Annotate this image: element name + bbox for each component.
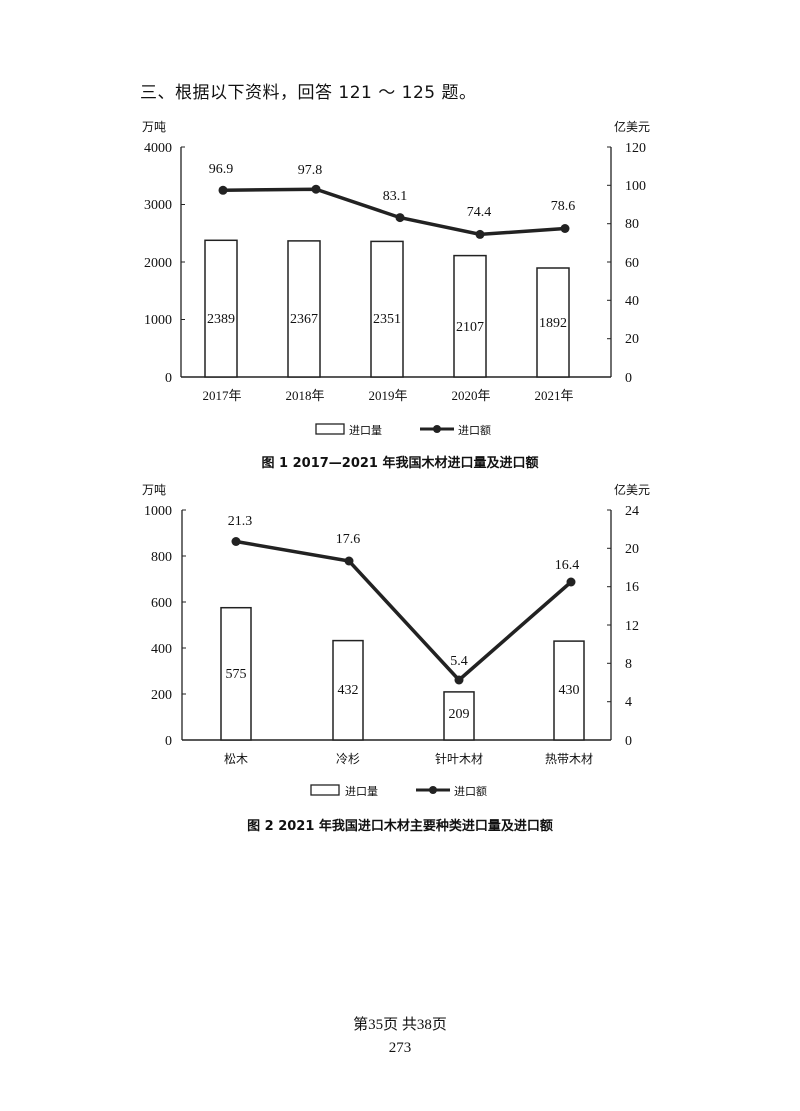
figure2-left-unit: 万吨	[142, 483, 166, 497]
svg-text:4: 4	[625, 695, 632, 710]
svg-text:209: 209	[449, 707, 470, 722]
svg-text:20: 20	[625, 542, 639, 557]
figure2-x-labels: 松木 冷杉 针叶木材 热带木材	[224, 751, 593, 766]
svg-text:200: 200	[151, 688, 172, 703]
svg-text:2389: 2389	[207, 312, 235, 327]
svg-text:20: 20	[625, 332, 639, 347]
svg-text:17.6: 17.6	[336, 532, 361, 547]
svg-text:2020年: 2020年	[451, 388, 490, 403]
figure2-left-ticks: 0 200 400 600 800 1000	[144, 504, 186, 749]
svg-text:2000: 2000	[144, 256, 172, 271]
figure1-x-labels: 2017年 2018年 2019年 2020年 2021年	[202, 388, 573, 403]
figure1-left-ticks: 0 1000 2000 3000 4000	[144, 141, 185, 386]
svg-text:2018年: 2018年	[285, 388, 324, 403]
svg-text:2351: 2351	[373, 312, 401, 327]
svg-text:3000: 3000	[144, 198, 172, 213]
bar-2019	[370, 240, 404, 378]
svg-text:74.4: 74.4	[467, 205, 492, 220]
figure2-bars	[220, 606, 585, 741]
figure1-line-markers	[218, 184, 570, 239]
legend-line-label: 进口额	[454, 785, 487, 798]
svg-text:4000: 4000	[144, 141, 172, 156]
svg-text:78.6: 78.6	[551, 199, 576, 214]
legend-line-label: 进口额	[458, 424, 491, 437]
svg-text:80: 80	[625, 217, 639, 232]
svg-text:575: 575	[226, 667, 247, 682]
legend-bar-swatch	[310, 784, 340, 796]
figure1-line-labels: 96.9 97.8 83.1 74.4 78.6	[209, 162, 576, 220]
svg-text:1892: 1892	[539, 316, 567, 331]
svg-text:40: 40	[625, 294, 639, 309]
svg-text:0: 0	[165, 734, 172, 749]
svg-text:0: 0	[625, 371, 632, 386]
figure2-right-ticks: 0 4 8 12 16 20 24	[607, 504, 639, 749]
bar-2018	[287, 240, 321, 378]
svg-text:2019年: 2019年	[368, 388, 407, 403]
svg-text:60: 60	[625, 256, 639, 271]
svg-text:97.8: 97.8	[298, 163, 323, 178]
bar-2021	[536, 267, 570, 378]
svg-text:1000: 1000	[144, 313, 172, 328]
svg-text:0: 0	[625, 734, 632, 749]
bar-conifer	[443, 691, 475, 741]
svg-text:5.4: 5.4	[450, 654, 468, 669]
svg-text:冷杉: 冷杉	[336, 752, 360, 766]
bar-tropical	[553, 640, 585, 741]
svg-text:800: 800	[151, 550, 172, 565]
svg-text:430: 430	[559, 683, 580, 698]
figure2-line-markers	[231, 537, 576, 685]
legend-bar-label: 进口量	[345, 785, 378, 798]
svg-text:2107: 2107	[456, 320, 484, 335]
legend-bar-label: 进口量	[349, 424, 382, 437]
figure1-chart: 万吨 亿美元 0 1000 2000 3000 4000 0 20 40 60 …	[142, 119, 650, 437]
legend-bar-swatch	[315, 423, 345, 435]
svg-text:热带木材: 热带木材	[545, 752, 593, 766]
figure1-left-unit: 万吨	[142, 120, 166, 134]
svg-text:83.1: 83.1	[383, 189, 408, 204]
page-number: 273	[388, 1040, 412, 1056]
bar-2017	[204, 239, 238, 378]
svg-text:24: 24	[625, 504, 639, 519]
svg-text:0: 0	[165, 371, 172, 386]
figure2-legend: 进口量 进口额	[310, 784, 487, 798]
svg-text:432: 432	[338, 683, 359, 698]
svg-text:8: 8	[625, 657, 632, 672]
svg-text:1000: 1000	[144, 504, 172, 519]
figure2-caption: 图 2 2021 年我国进口木材主要种类进口量及进口额	[247, 819, 553, 834]
svg-text:21.3: 21.3	[228, 514, 253, 529]
figure1-bars	[204, 239, 570, 378]
svg-text:2021年: 2021年	[534, 388, 573, 403]
svg-text:16.4: 16.4	[555, 558, 580, 573]
figure1-right-ticks: 0 20 40 60 80 100 120	[607, 141, 646, 386]
figure2-line-labels: 21.3 17.6 5.4 16.4	[228, 514, 580, 669]
figure1-right-unit: 亿美元	[614, 119, 650, 134]
figure2-bar-labels: 575 432 209 430	[226, 667, 580, 722]
svg-text:2367: 2367	[290, 312, 318, 327]
svg-text:96.9: 96.9	[209, 162, 234, 177]
svg-text:12: 12	[625, 619, 639, 634]
bar-2020	[453, 254, 487, 378]
svg-text:400: 400	[151, 642, 172, 657]
svg-text:100: 100	[625, 179, 646, 194]
figure1-caption: 图 1 2017—2021 年我国木材进口量及进口额	[261, 456, 539, 471]
figure1-bar-labels: 2389 2367 2351 2107 1892	[207, 312, 567, 335]
figure2-right-unit: 亿美元	[614, 482, 650, 497]
svg-text:针叶木材: 针叶木材	[435, 751, 483, 766]
svg-text:松木: 松木	[224, 752, 248, 766]
bar-fir	[332, 639, 364, 741]
svg-text:600: 600	[151, 596, 172, 611]
svg-text:2017年: 2017年	[202, 388, 241, 403]
section-heading: 三、根据以下资料，回答 121 ～ 125 题。	[140, 83, 477, 103]
figure2-line	[235, 539, 573, 683]
page-indicator: 第35页 共38页	[353, 1017, 447, 1033]
figure1-legend: 进口量 进口额	[315, 423, 491, 437]
svg-text:120: 120	[625, 141, 646, 156]
svg-text:16: 16	[625, 580, 639, 595]
bar-pine	[220, 606, 252, 741]
